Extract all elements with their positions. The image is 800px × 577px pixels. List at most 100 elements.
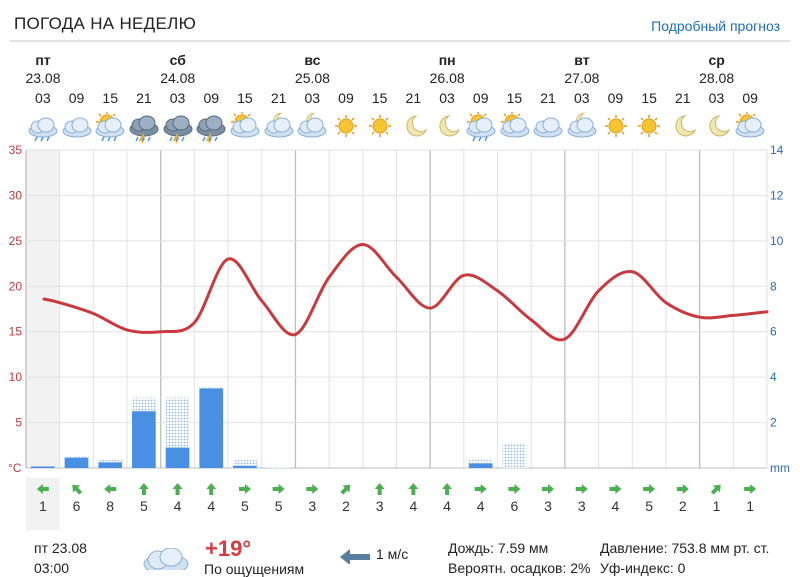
- precip-bar: [98, 462, 123, 468]
- wind-speed-label: 2: [342, 498, 350, 514]
- wind-speed-label: 3: [578, 498, 586, 514]
- day-name: пт: [35, 52, 51, 68]
- cloud-rain-icon: [26, 112, 60, 142]
- wind-speed-label: 4: [443, 498, 451, 514]
- moon-cloud-icon: [295, 112, 329, 142]
- moon-icon: [666, 112, 700, 142]
- temperature-tick-label: 30: [9, 188, 23, 202]
- wind-arrow-icon: [474, 484, 487, 494]
- hour-label: 03: [35, 90, 51, 106]
- precip-bar: [132, 411, 156, 468]
- wind-arrow-icon: [508, 484, 521, 494]
- hour-label: 15: [237, 90, 253, 106]
- wind-arrow-icon: [442, 483, 453, 495]
- wind-arrow-icon: [36, 484, 49, 494]
- wind-arrow-icon: [104, 484, 117, 494]
- wind-arrow-icon: [72, 484, 83, 495]
- selected-date: пт 23.08: [34, 540, 87, 556]
- precip-probability-bar: [233, 460, 257, 468]
- precip-bar: [468, 463, 493, 468]
- sun-icon: [599, 112, 633, 142]
- forecast-columns: 03 09 15 21 03 09 15 21 03 09 15 21 03 09 15 21 03 09 15 21…: [25, 48, 767, 148]
- wind-speed-label: 4: [477, 498, 485, 514]
- precip-bar: [199, 388, 224, 468]
- details-panel: пт 23.08 03:00 +19° По ощущениям 1 м/с Д…: [0, 530, 800, 577]
- temperature-tick-label: 25: [9, 234, 23, 248]
- wind-arrow-icon: [676, 484, 689, 494]
- wind-speed-label: 3: [308, 498, 316, 514]
- wind-speed-label: 4: [409, 498, 417, 514]
- hour-label: 09: [203, 90, 220, 106]
- day-name: ср: [708, 52, 725, 68]
- hour-label: 03: [169, 90, 186, 106]
- sun-cloud-rain-icon: [93, 111, 127, 142]
- wind-speed-label: 4: [174, 498, 182, 514]
- cloud-storm-icon: [127, 112, 161, 144]
- moon-icon: [700, 112, 734, 142]
- hour-label: 03: [439, 90, 455, 106]
- wind-speed-label: 5: [140, 498, 148, 514]
- hour-label: 15: [641, 90, 657, 106]
- day-name: вт: [574, 52, 590, 68]
- hour-label: 09: [338, 90, 354, 106]
- wind-speed-label: 4: [612, 498, 620, 514]
- temperature-axis: 35 30 25 20 15 10 5 °C: [8, 143, 22, 475]
- wind-speed-label: 5: [645, 498, 653, 514]
- hour-label: 15: [506, 90, 523, 106]
- wind-speed-label: 3: [544, 498, 552, 514]
- hour-label: 03: [304, 90, 321, 106]
- temperature-tick-label: 10: [9, 370, 23, 384]
- wind-arrow-icon: [306, 484, 319, 494]
- sun-cloud-icon: [228, 111, 262, 142]
- precip-bar: [233, 465, 257, 468]
- precip-bar: [31, 466, 55, 468]
- wind-arrow-icon: [710, 484, 721, 495]
- hour-label: 09: [742, 90, 758, 106]
- wind-speed-label: 8: [106, 498, 114, 514]
- temperature-line: [42, 242, 769, 342]
- wind-arrow-icon: [374, 483, 385, 495]
- wind-direction-icon: [338, 546, 372, 565]
- header-divider: [10, 40, 790, 42]
- wind-arrow-icon: [206, 483, 217, 495]
- temperature-tick-label: 20: [9, 279, 23, 293]
- hour-label: 09: [607, 90, 624, 106]
- wind-speed-label: 6: [73, 498, 81, 514]
- cloud-storm-icon: [161, 112, 195, 144]
- day-name: сб: [169, 52, 186, 68]
- temperature-tick-label: 35: [9, 143, 23, 157]
- wind-speed-label: 6: [510, 498, 518, 514]
- hour-label: 09: [68, 90, 85, 106]
- detailed-forecast-link[interactable]: Подробный прогноз: [651, 18, 780, 34]
- wind-arrow-icon: [172, 483, 183, 495]
- hour-label: 21: [675, 90, 691, 106]
- pressure: Давление: 753.8 мм рт. ст.: [600, 540, 770, 556]
- wind-speed: 1 м/с: [376, 546, 409, 562]
- precip-tick-label: 12: [770, 188, 784, 202]
- chart-grid: [25, 149, 768, 530]
- day-name: вс: [304, 52, 321, 68]
- precip-bar: [165, 447, 190, 468]
- wind-arrow-icon: [575, 484, 588, 494]
- temperature-tick-label: °C: [8, 461, 22, 475]
- wind-speed-label: 1: [39, 498, 47, 514]
- current-column-highlight: [26, 150, 60, 468]
- precip-bar: [64, 457, 89, 468]
- moon-cloud-icon: [262, 112, 296, 142]
- precip-tick-label: mm: [770, 461, 790, 475]
- precip-tick-label: 6: [770, 325, 777, 339]
- sun-icon: [632, 112, 666, 142]
- rain-amount: Дождь: 7.59 мм: [448, 540, 549, 556]
- wind-arrow-icon: [138, 483, 149, 495]
- wind-arrow-icon: [744, 484, 757, 494]
- wind-speed-label: 1: [746, 498, 754, 514]
- wind-arrow-icon: [408, 483, 419, 495]
- hour-label: 03: [573, 90, 590, 106]
- day-date: 27.08: [564, 70, 600, 86]
- day-date: 24.08: [160, 70, 196, 86]
- sun-cloud-rain-icon: [464, 111, 498, 142]
- cloud-rain-icon: [140, 547, 192, 575]
- hour-label: 03: [708, 90, 725, 106]
- wind-speed-label: 5: [275, 498, 283, 514]
